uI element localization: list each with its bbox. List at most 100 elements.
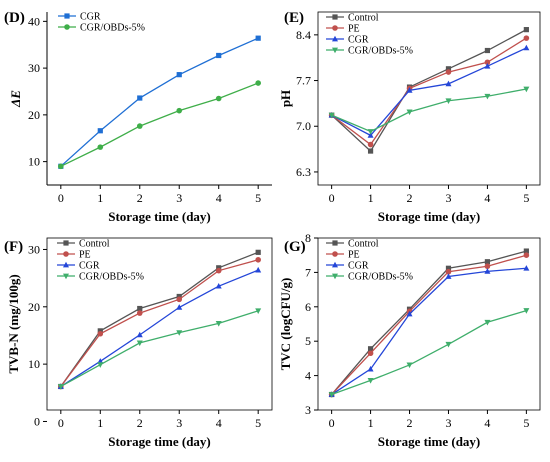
legend-label: CGR [348, 35, 369, 46]
x-axis-label: Storage time (day) [108, 434, 211, 449]
data-point [367, 132, 374, 138]
series-line [331, 29, 527, 153]
legend-marker [332, 240, 338, 246]
series [328, 308, 530, 398]
legend-marker [332, 47, 338, 54]
y-tick-label: 5 [305, 334, 311, 348]
data-point [523, 86, 530, 93]
series-line [60, 82, 259, 167]
x-tick-label: 3 [445, 416, 451, 430]
data-point [136, 340, 143, 347]
chart-panel: (D) 0 1 2 3 4 5 10 20 30 40 Storage time (day) ΔE CGR… [4, 10, 272, 224]
data-point [523, 265, 530, 271]
data-point [255, 249, 261, 255]
x-tick-label: 3 [176, 416, 182, 430]
legend-label: CGR/OBDs-5% [348, 46, 413, 57]
data-point [445, 268, 452, 275]
series-line [331, 47, 527, 137]
legend-marker [332, 35, 338, 42]
data-point [97, 328, 103, 334]
series-line [60, 259, 259, 387]
data-point [523, 35, 530, 41]
data-point [367, 365, 374, 372]
x-tick-label: 5 [255, 416, 261, 430]
x-tick-label: 2 [137, 191, 143, 205]
data-point [136, 310, 143, 316]
data-point [445, 265, 452, 271]
series-line [331, 254, 527, 395]
series-line [60, 37, 259, 167]
y-tick-label: 6.3 [296, 165, 311, 179]
plot-frame [46, 237, 273, 411]
series [57, 308, 262, 390]
data-point [97, 330, 104, 337]
x-tick-label: 2 [137, 416, 143, 430]
data-point [215, 267, 222, 274]
y-tick-label: 20 [28, 300, 40, 314]
legend-marker [63, 261, 69, 268]
panel-label: (D) [4, 10, 25, 26]
data-point [367, 141, 374, 148]
data-point [445, 80, 452, 87]
legend-label: PE [348, 24, 360, 35]
y-axis-label: TVB-N (mg/100g) [6, 274, 21, 373]
plot-frame [317, 11, 541, 186]
y-tick-label: 7 [305, 265, 311, 279]
y-axis-label: pH [278, 90, 293, 107]
series-line [331, 37, 527, 146]
data-point [255, 35, 261, 41]
legend-label: CGR [80, 12, 101, 23]
data-point [523, 27, 529, 33]
y-tick-label: 6 [305, 300, 311, 314]
legend-marker [332, 261, 338, 268]
x-tick-label: 2 [407, 191, 413, 205]
plot-frame [317, 237, 541, 411]
x-tick-label: 0 [58, 416, 64, 430]
x-tick-label: 4 [484, 191, 490, 205]
y-tick-label: 40 [28, 14, 40, 28]
y-tick-label: 7.7 [296, 74, 311, 88]
data-point [484, 62, 491, 69]
data-point [176, 296, 183, 303]
data-point [367, 346, 374, 352]
data-point [97, 144, 104, 150]
data-point [176, 304, 183, 310]
series [328, 44, 530, 138]
data-point [367, 148, 374, 154]
data-point [406, 87, 413, 93]
x-axis-label: Storage time (day) [378, 434, 481, 449]
data-point [137, 305, 143, 312]
data-point [484, 93, 491, 100]
x-tick-label: 3 [445, 191, 451, 205]
panel-label: (E) [284, 10, 304, 26]
data-point [216, 52, 222, 59]
legend-marker [63, 273, 69, 280]
legend-marker [332, 273, 338, 280]
data-point [176, 330, 183, 336]
data-point [328, 112, 335, 119]
x-tick-label: 1 [97, 191, 103, 205]
data-point [484, 319, 491, 326]
legend-marker [64, 13, 70, 19]
data-point [367, 350, 374, 357]
data-point [445, 69, 452, 75]
legend-label: PE [348, 250, 360, 261]
x-axis-label: Storage time (day) [378, 209, 481, 224]
data-point [445, 273, 452, 279]
x-tick-label: 1 [97, 416, 103, 430]
y-axis-label: ΔE [8, 90, 23, 108]
data-point [445, 341, 452, 348]
x-tick-label: 0 [58, 191, 64, 205]
data-point [255, 256, 261, 263]
x-tick-label: 5 [255, 191, 261, 205]
y-tick-label: 30 [28, 61, 40, 75]
legend-label: CGR/OBDs-5% [348, 272, 413, 283]
y-tick-label: 0 [34, 414, 40, 428]
x-tick-label: 4 [216, 416, 222, 430]
data-point [215, 282, 222, 289]
y-tick-label: 10 [28, 155, 40, 169]
data-point [367, 129, 374, 135]
